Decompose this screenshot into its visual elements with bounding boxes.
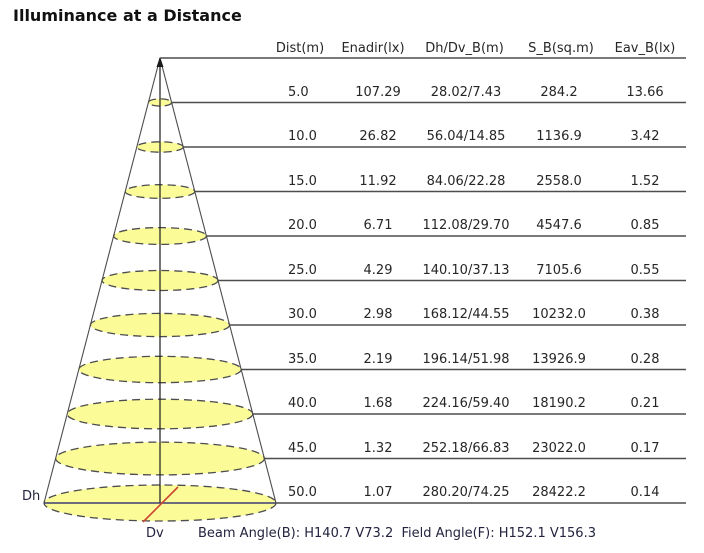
cell-row9-col4: 23022.0 <box>532 440 586 456</box>
cell-row4-col4: 4547.6 <box>536 218 582 233</box>
cell-row6-col1: 30.0 <box>288 307 317 322</box>
cell-row1-col2: 107.29 <box>355 84 401 100</box>
dv-axis-label: Dv <box>146 526 164 541</box>
cell-row2-col3: 56.04/14.85 <box>426 129 506 144</box>
cell-row10-col1: 50.0 <box>288 485 317 500</box>
column-header-2: Enadir(lx) <box>341 41 405 56</box>
cell-row10-col4: 28422.2 <box>532 485 586 500</box>
cell-row4-col3: 112.08/29.70 <box>422 218 510 233</box>
column-header-4: S_B(sq.m) <box>528 41 594 56</box>
cell-row10-col5: 0.14 <box>630 485 660 500</box>
cell-row7-col4: 13926.9 <box>532 351 586 367</box>
column-header-1: Dist(m) <box>275 41 325 56</box>
cell-row7-col3: 196.14/51.98 <box>422 351 510 367</box>
dh-axis-label: Dh <box>22 489 40 504</box>
cell-row9-col1: 45.0 <box>288 440 317 456</box>
cell-row8-col4: 18190.2 <box>532 396 586 411</box>
cell-row6-col2: 2.98 <box>363 307 393 322</box>
cell-row7-col1: 35.0 <box>288 351 317 367</box>
cell-row5-col1: 25.0 <box>288 262 317 278</box>
cell-row10-col3: 280.20/74.25 <box>422 485 510 500</box>
cell-row7-col5: 0.28 <box>630 351 660 367</box>
cell-row2-col2: 26.82 <box>359 129 397 144</box>
cell-row9-col3: 252.18/66.83 <box>422 440 510 456</box>
cell-row1-col3: 28.02/7.43 <box>430 84 502 100</box>
cell-row4-col5: 0.85 <box>630 218 660 233</box>
cell-row8-col3: 224.16/59.40 <box>422 396 510 411</box>
beam-angle-text: Beam Angle(B): H140.7 V73.2 Field Angle(… <box>198 526 596 541</box>
cell-row3-col3: 84.06/22.28 <box>426 173 506 189</box>
cell-row1-col1: 5.0 <box>288 84 309 100</box>
cell-row5-col2: 4.29 <box>363 262 393 278</box>
cell-row6-col4: 10232.0 <box>532 307 586 322</box>
cell-row1-col4: 284.2 <box>540 84 578 100</box>
cell-row4-col1: 20.0 <box>288 218 317 233</box>
cell-row5-col3: 140.10/37.13 <box>422 262 510 278</box>
cell-row3-col4: 2558.0 <box>536 173 582 189</box>
column-header-3: Dh/Dv_B(m) <box>425 41 504 56</box>
cell-row3-col2: 11.92 <box>359 173 397 189</box>
cell-row3-col5: 1.52 <box>630 173 660 189</box>
cell-row8-col5: 0.21 <box>630 396 660 411</box>
cell-row2-col5: 3.42 <box>630 129 660 144</box>
column-header-5: Eav_B(lx) <box>614 41 676 56</box>
axis-arrowhead-icon <box>156 57 164 67</box>
cell-row10-col2: 1.07 <box>363 485 393 500</box>
cell-row2-col4: 1136.9 <box>536 129 582 144</box>
cell-row3-col1: 15.0 <box>288 173 317 189</box>
cell-row9-col2: 1.32 <box>363 440 393 456</box>
cell-row6-col5: 0.38 <box>630 307 660 322</box>
cell-row4-col2: 6.71 <box>363 218 393 233</box>
cell-row8-col1: 40.0 <box>288 396 317 411</box>
cell-row7-col2: 2.19 <box>363 351 393 367</box>
dv-diameter-line <box>142 486 179 523</box>
cell-row6-col3: 168.12/44.55 <box>422 307 510 322</box>
cell-row2-col1: 10.0 <box>288 129 317 144</box>
cone-edge-left <box>43 57 161 504</box>
cell-row5-col5: 0.55 <box>630 262 660 278</box>
page-title: Illuminance at a Distance <box>13 6 242 25</box>
cell-row1-col5: 13.66 <box>626 84 664 100</box>
cell-row9-col5: 0.17 <box>630 440 660 456</box>
cell-row5-col4: 7105.6 <box>536 262 582 278</box>
cell-row8-col2: 1.68 <box>363 396 393 411</box>
